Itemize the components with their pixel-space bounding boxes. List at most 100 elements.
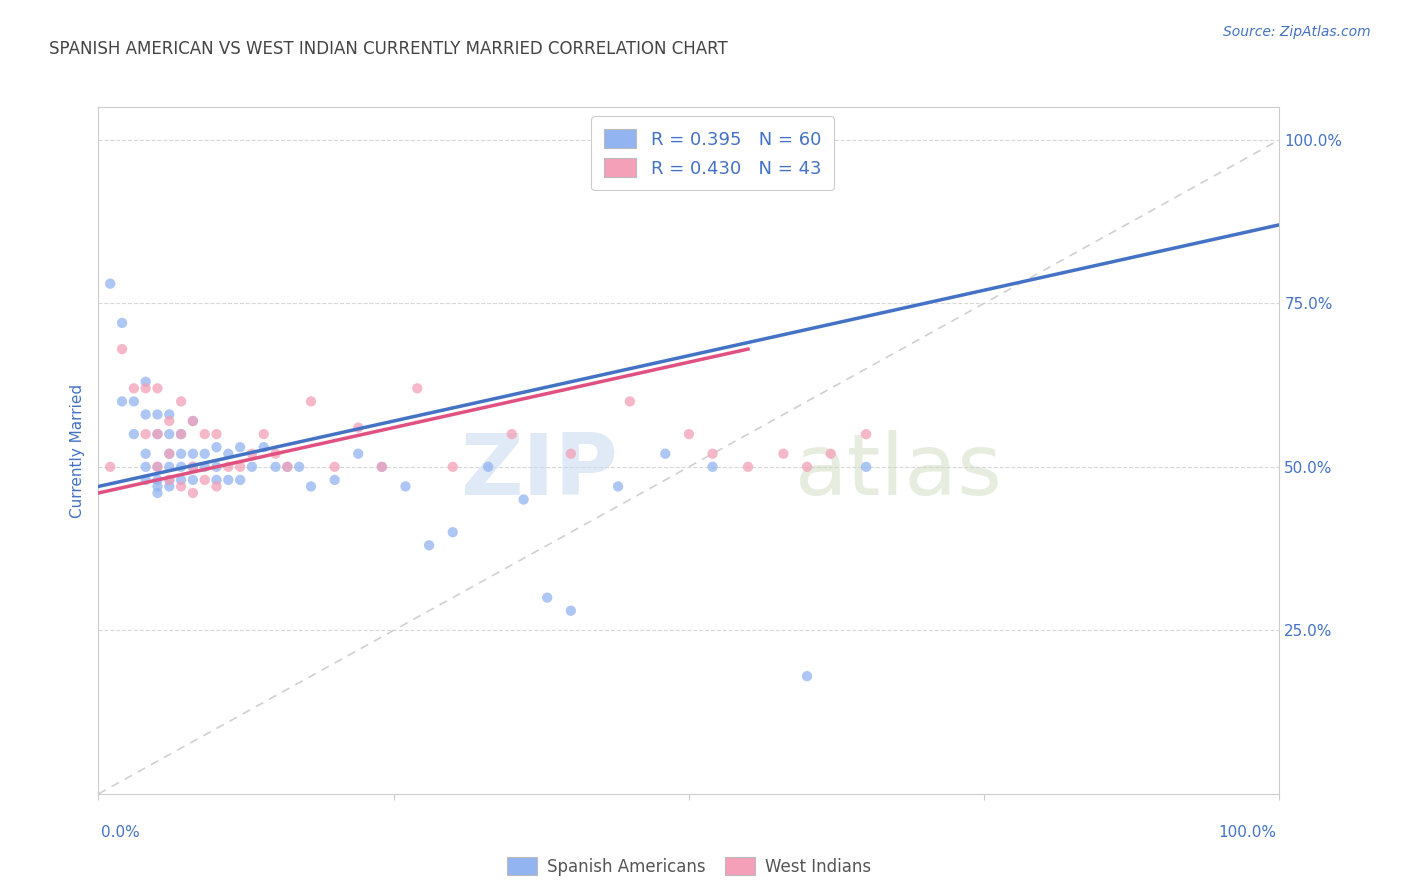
Y-axis label: Currently Married: Currently Married — [70, 384, 86, 517]
Point — [135, 473, 157, 487]
Point — [181, 459, 204, 474]
Point — [181, 447, 204, 461]
Point — [135, 381, 157, 395]
Point — [264, 447, 287, 461]
Text: ZIP: ZIP — [460, 430, 619, 513]
Point — [229, 459, 252, 474]
Point — [146, 427, 169, 442]
Point — [205, 473, 228, 487]
Point — [240, 459, 263, 474]
Point — [737, 459, 759, 474]
Point — [347, 447, 370, 461]
Point — [796, 669, 818, 683]
Text: 0.0%: 0.0% — [101, 825, 141, 840]
Point — [371, 459, 394, 474]
Point — [157, 459, 180, 474]
Point — [240, 447, 263, 461]
Point — [157, 473, 180, 487]
Point — [170, 479, 193, 493]
Point — [702, 459, 724, 474]
Point — [276, 459, 298, 474]
Point — [619, 394, 641, 409]
Point — [146, 473, 169, 487]
Point — [441, 459, 464, 474]
Point — [135, 427, 157, 442]
Point — [855, 459, 877, 474]
Point — [217, 447, 239, 461]
Point — [111, 316, 134, 330]
Point — [146, 486, 169, 500]
Point — [135, 459, 157, 474]
Point — [607, 479, 630, 493]
Point — [347, 420, 370, 434]
Point — [560, 447, 582, 461]
Point — [264, 459, 287, 474]
Point — [181, 459, 204, 474]
Point — [855, 427, 877, 442]
Point — [146, 459, 169, 474]
Point — [122, 427, 145, 442]
Point — [654, 447, 676, 461]
Point — [181, 486, 204, 500]
Point — [194, 459, 217, 474]
Point — [702, 447, 724, 461]
Point — [181, 473, 204, 487]
Point — [157, 427, 180, 442]
Point — [181, 414, 204, 428]
Text: SPANISH AMERICAN VS WEST INDIAN CURRENTLY MARRIED CORRELATION CHART: SPANISH AMERICAN VS WEST INDIAN CURRENTL… — [49, 40, 728, 58]
Point — [820, 447, 842, 461]
Point — [170, 459, 193, 474]
Point — [146, 408, 169, 422]
Point — [276, 459, 298, 474]
Point — [122, 394, 145, 409]
Point — [194, 427, 217, 442]
Point — [288, 459, 311, 474]
Point — [157, 408, 180, 422]
Point — [170, 473, 193, 487]
Point — [205, 427, 228, 442]
Point — [229, 440, 252, 454]
Point — [299, 394, 322, 409]
Point — [205, 440, 228, 454]
Point — [205, 479, 228, 493]
Point — [772, 447, 794, 461]
Point — [135, 408, 157, 422]
Text: atlas: atlas — [796, 430, 1004, 513]
Point — [394, 479, 416, 493]
Point — [170, 427, 193, 442]
Point — [122, 381, 145, 395]
Point — [135, 375, 157, 389]
Point — [229, 473, 252, 487]
Point — [194, 447, 217, 461]
Point — [536, 591, 558, 605]
Point — [146, 459, 169, 474]
Point — [98, 277, 121, 291]
Text: 100.0%: 100.0% — [1219, 825, 1277, 840]
Point — [170, 394, 193, 409]
Point — [253, 440, 276, 454]
Point — [501, 427, 523, 442]
Point — [157, 479, 180, 493]
Point — [512, 492, 534, 507]
Point — [157, 447, 180, 461]
Point — [253, 427, 276, 442]
Point — [170, 427, 193, 442]
Point — [181, 414, 204, 428]
Point — [678, 427, 700, 442]
Point — [441, 525, 464, 540]
Point — [146, 427, 169, 442]
Point — [323, 459, 346, 474]
Point — [418, 538, 440, 552]
Point — [205, 459, 228, 474]
Point — [406, 381, 429, 395]
Legend: Spanish Americans, West Indians: Spanish Americans, West Indians — [501, 850, 877, 882]
Point — [371, 459, 394, 474]
Point — [111, 342, 134, 356]
Point — [217, 459, 239, 474]
Point — [323, 473, 346, 487]
Point — [146, 479, 169, 493]
Point — [157, 414, 180, 428]
Point — [170, 447, 193, 461]
Point — [157, 473, 180, 487]
Point — [217, 473, 239, 487]
